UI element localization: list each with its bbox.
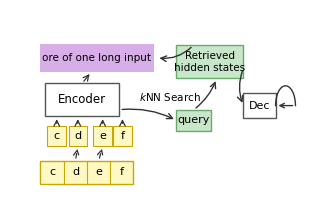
Text: c: c bbox=[49, 167, 55, 177]
FancyBboxPatch shape bbox=[40, 161, 133, 184]
Text: $k$NN Search: $k$NN Search bbox=[139, 91, 201, 103]
Text: d: d bbox=[72, 167, 79, 177]
FancyBboxPatch shape bbox=[243, 93, 276, 118]
Text: f: f bbox=[120, 131, 124, 141]
Text: Retrieved
hidden states: Retrieved hidden states bbox=[174, 51, 245, 73]
FancyBboxPatch shape bbox=[47, 126, 66, 146]
Text: ore of one long input: ore of one long input bbox=[43, 53, 151, 63]
FancyBboxPatch shape bbox=[40, 44, 154, 72]
Text: c: c bbox=[54, 131, 60, 141]
FancyBboxPatch shape bbox=[45, 83, 119, 116]
Text: d: d bbox=[74, 131, 81, 141]
Text: Encoder: Encoder bbox=[58, 93, 106, 106]
Text: Dec: Dec bbox=[249, 101, 270, 111]
Text: e: e bbox=[99, 131, 106, 141]
Text: query: query bbox=[178, 115, 210, 125]
FancyBboxPatch shape bbox=[176, 110, 211, 131]
FancyBboxPatch shape bbox=[93, 126, 112, 146]
FancyBboxPatch shape bbox=[68, 126, 87, 146]
Text: f: f bbox=[120, 167, 124, 177]
FancyBboxPatch shape bbox=[113, 126, 132, 146]
Text: e: e bbox=[95, 167, 102, 177]
FancyBboxPatch shape bbox=[176, 45, 244, 78]
